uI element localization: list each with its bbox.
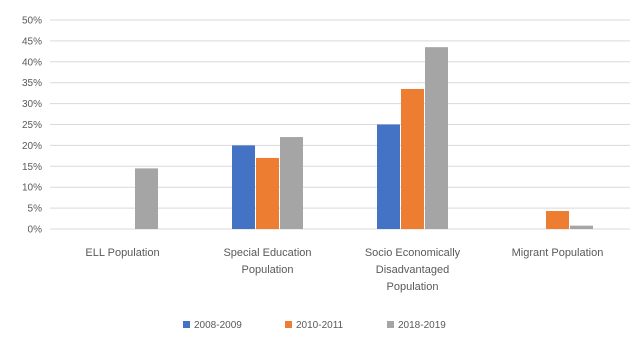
y-tick-label: 20%	[22, 141, 42, 152]
y-tick-label: 50%	[22, 16, 42, 27]
x-category-label: ELL Population	[85, 247, 159, 259]
legend: 2008-2009 2010-2011 2018-2019	[183, 320, 446, 331]
x-category-label: Socio Economically Disadvantaged Populatio…	[365, 247, 461, 293]
y-tick-label: 35%	[22, 78, 42, 89]
bar-2008-2009-cat2	[377, 124, 400, 229]
legend-swatch	[387, 321, 394, 328]
bar-2018-2019-cat2	[425, 47, 448, 229]
y-tick-label: 10%	[22, 183, 42, 194]
y-axis-ticks: 0% 5% 10% 15% 20% 25% 30% 35% 40% 45% 50%	[22, 16, 42, 236]
legend-label: 2010-2011	[296, 320, 344, 331]
y-tick-label: 45%	[22, 36, 42, 47]
bars	[135, 47, 593, 229]
legend-swatch	[183, 321, 190, 328]
x-axis-categories: ELL Population Special Education Populatio…	[85, 247, 603, 293]
legend-swatch	[285, 321, 292, 328]
bar-2010-2011-cat3	[546, 211, 569, 229]
bar-2010-2011-cat2	[401, 88, 424, 229]
legend-label: 2018-2019	[398, 320, 446, 331]
bar-2010-2011-cat1	[256, 157, 279, 229]
y-tick-label: 40%	[22, 57, 42, 68]
legend-label: 2008-2009	[194, 320, 242, 331]
bar-2018-2019-cat0	[135, 168, 158, 229]
bar-2018-2019-cat3	[570, 225, 593, 229]
y-tick-label: 30%	[22, 99, 42, 110]
bar-2008-2009-cat1	[232, 145, 255, 229]
y-tick-label: 25%	[22, 120, 42, 131]
x-category-label: Migrant Population	[512, 247, 604, 259]
bar-2018-2019-cat1	[280, 137, 303, 229]
y-tick-label: 0%	[28, 225, 43, 236]
y-tick-label: 15%	[22, 162, 42, 173]
x-category-label: Special Education Population	[223, 247, 311, 276]
y-tick-label: 5%	[28, 204, 43, 215]
